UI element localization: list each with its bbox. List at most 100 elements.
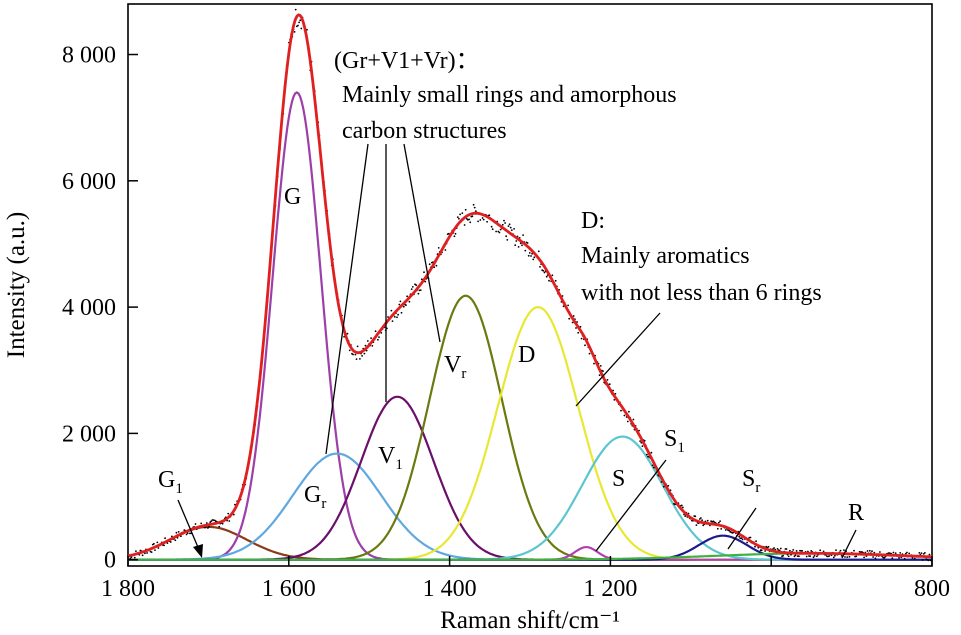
measured-point <box>899 552 902 554</box>
measured-point <box>154 549 156 551</box>
measured-point <box>879 551 881 553</box>
measured-point <box>346 332 349 335</box>
label-g1: G1 <box>158 467 183 497</box>
x-tick-label: 1 400 <box>423 576 477 602</box>
measured-point <box>408 300 411 303</box>
ticks-layer: 1 800 1 600 1 400 1 200 1 000 800 0 2 000 4 000 6… <box>62 43 950 602</box>
measured-point <box>356 345 359 348</box>
y-axis-title: Intensity (a.u.) <box>3 212 30 358</box>
measured-point <box>904 552 907 555</box>
measured-point <box>746 541 748 544</box>
measured-point <box>486 220 488 223</box>
measured-point <box>868 549 871 552</box>
measured-point <box>378 336 380 338</box>
label-v1: V1 <box>378 443 403 473</box>
measured-point <box>588 352 591 355</box>
measured-point <box>598 374 601 377</box>
group-desc-line2: carbon structures <box>342 118 507 144</box>
measured-point <box>423 271 425 274</box>
measured-point <box>700 517 702 519</box>
measured-point <box>522 234 524 237</box>
measured-point <box>399 300 402 303</box>
measured-point <box>606 379 609 381</box>
measured-point <box>798 555 800 558</box>
measured-point <box>866 550 869 552</box>
measured-point <box>724 529 727 531</box>
measured-point <box>370 337 372 339</box>
measured-point <box>741 538 744 541</box>
measured-point <box>846 556 849 558</box>
measured-point <box>498 231 501 234</box>
measured-point <box>469 221 472 224</box>
measured-point <box>156 541 159 544</box>
measured-point <box>894 552 897 554</box>
measured-point <box>572 315 575 317</box>
measured-point <box>639 440 641 442</box>
measured-point <box>567 304 569 307</box>
measured-point <box>371 345 374 347</box>
measured-point <box>232 513 235 516</box>
group-desc-line1: Mainly small rings and amorphous <box>342 82 677 108</box>
measured-point <box>364 344 367 347</box>
leader-d <box>575 312 661 407</box>
measured-point <box>740 537 743 540</box>
measured-point <box>903 557 906 560</box>
y-tick-label: 2 000 <box>62 421 116 447</box>
measured-point <box>398 303 401 306</box>
measured-point <box>157 547 160 549</box>
measured-point <box>481 217 484 219</box>
measured-point <box>614 392 617 395</box>
measured-point <box>738 535 741 538</box>
d-annotation: D: Mainly aromatics with not less than 6… <box>581 208 822 306</box>
measured-point <box>929 559 932 562</box>
measured-point <box>532 258 535 261</box>
measured-point <box>490 225 493 228</box>
measured-point <box>501 223 504 226</box>
measured-point <box>488 214 491 217</box>
measured-point <box>459 213 461 216</box>
measured-point <box>584 344 586 347</box>
measured-point <box>150 551 153 553</box>
measured-point <box>506 239 509 241</box>
label-g: G <box>284 184 301 210</box>
measured-point <box>920 552 923 554</box>
arrow-g1-head <box>193 544 203 558</box>
curves-layer <box>127 8 933 562</box>
measured-point <box>764 550 766 552</box>
measured-point <box>548 279 550 282</box>
measured-point <box>354 353 357 356</box>
measured-point <box>293 31 296 33</box>
measured-point <box>130 556 133 559</box>
measured-point <box>874 557 877 560</box>
measured-point <box>908 552 911 555</box>
label-vr: Vr <box>444 352 466 382</box>
measured-point <box>200 522 203 525</box>
measured-point <box>883 556 886 559</box>
measured-point <box>835 549 837 551</box>
measured-point <box>812 556 815 559</box>
measured-point <box>602 370 604 372</box>
measured-point <box>694 515 697 518</box>
measured-point <box>435 264 438 267</box>
measured-point <box>706 519 709 522</box>
measured-point <box>391 320 394 322</box>
label-sr: Sr <box>742 466 760 496</box>
measured-point <box>839 549 842 552</box>
measured-point <box>359 358 361 360</box>
d-desc-line2: with not less than 6 rings <box>581 280 822 306</box>
measured-point <box>834 554 836 557</box>
leader-lines <box>177 143 857 559</box>
measured-point <box>667 484 670 487</box>
measured-point <box>792 549 795 551</box>
measured-point <box>646 453 648 456</box>
measured-point <box>474 210 477 213</box>
measured-point <box>294 8 297 11</box>
x-tick-label: 1 600 <box>262 576 316 602</box>
measured-point <box>177 531 180 533</box>
leader-s1 <box>595 459 667 552</box>
measured-point <box>444 249 447 251</box>
measured-point <box>374 330 377 333</box>
measured-point <box>299 19 302 22</box>
measured-point <box>537 250 540 253</box>
band-curve-v1 <box>128 395 932 561</box>
